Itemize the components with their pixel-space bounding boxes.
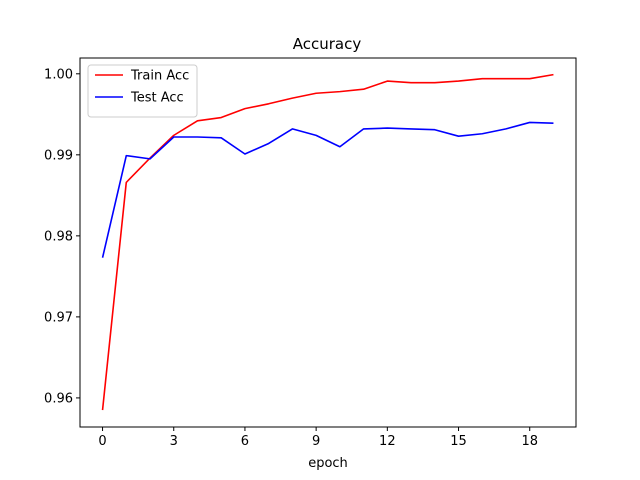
chart-title: Accuracy [293, 35, 362, 53]
x-tick-label: 15 [450, 434, 467, 449]
y-tick-label: 0.99 [44, 148, 73, 163]
y-tick-label: 0.96 [44, 391, 73, 406]
legend-label: Test Acc [130, 91, 184, 106]
x-tick-label: 12 [379, 434, 396, 449]
x-tick-label: 6 [241, 434, 249, 449]
x-tick-label: 0 [98, 434, 106, 449]
x-axis-label: epoch [308, 456, 348, 471]
y-tick-label: 1.00 [44, 67, 73, 82]
series-line-test-acc [101, 121, 554, 258]
x-tick-label: 18 [521, 434, 538, 449]
x-tick-label: 3 [170, 434, 178, 449]
series-layer [101, 73, 554, 411]
y-tick-label: 0.98 [44, 229, 73, 244]
legend-label: Train Acc [130, 69, 189, 84]
x-axis: 0 3 6 9 12 15 18 [98, 427, 538, 449]
y-tick-label: 0.97 [44, 310, 73, 325]
plot-frame [79, 57, 577, 428]
y-axis: 0.96 0.97 0.98 0.99 1.00 [44, 67, 80, 406]
legend: Train Acc Test Acc [87, 64, 198, 118]
series-line-train-acc [101, 73, 554, 411]
x-tick-label: 9 [312, 434, 320, 449]
legend-box [87, 64, 198, 118]
